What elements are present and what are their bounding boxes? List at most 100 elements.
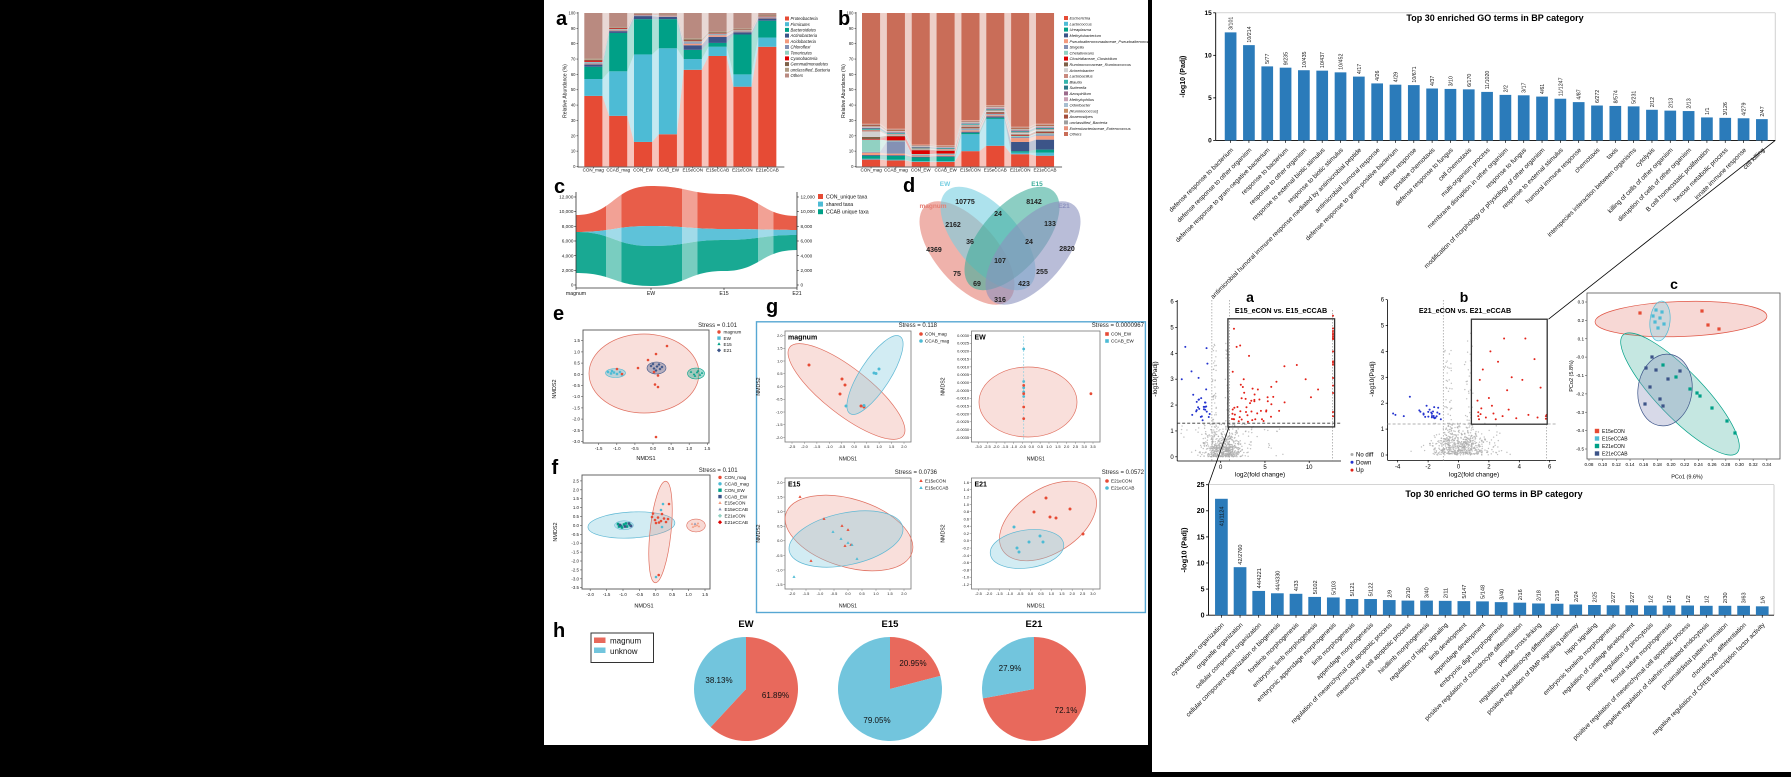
svg-text:10: 10 [1197, 560, 1205, 567]
svg-text:2.0: 2.0 [901, 444, 907, 449]
svg-text:2/11: 2/11 [1443, 588, 1449, 598]
svg-text:0: 0 [1201, 613, 1205, 620]
svg-text:5: 5 [1208, 95, 1212, 102]
svg-text:3/101: 3/101 [1229, 17, 1235, 30]
svg-text:Shigella: Shigella [1070, 45, 1085, 50]
svg-text:2/12: 2/12 [1650, 97, 1656, 107]
svg-text:-0.0030: -0.0030 [956, 427, 970, 432]
svg-text:a: a [556, 8, 568, 30]
svg-text:1.6: 1.6 [964, 480, 969, 485]
svg-text:NMDS1: NMDS1 [1027, 457, 1045, 463]
svg-text:-0.5: -0.5 [571, 532, 579, 537]
svg-text:-1.5: -1.5 [814, 444, 821, 449]
svg-text:70: 70 [571, 57, 576, 62]
svg-text:5: 5 [1170, 326, 1174, 332]
svg-text:CON_mag: CON_mag [725, 475, 747, 480]
svg-text:8/574: 8/574 [1613, 90, 1619, 103]
svg-text:-2: -2 [1425, 464, 1431, 470]
svg-text:24: 24 [994, 211, 1002, 218]
svg-text:2.0: 2.0 [777, 480, 783, 485]
svg-text:6: 6 [1381, 298, 1385, 304]
svg-text:3/10: 3/10 [1448, 76, 1454, 86]
svg-text:5: 5 [1381, 324, 1385, 330]
svg-text:0.5: 0.5 [864, 444, 869, 449]
svg-text:8,000: 8,000 [562, 224, 574, 229]
svg-text:Stress = 0.101: Stress = 0.101 [698, 323, 738, 329]
svg-text:100: 100 [847, 11, 855, 16]
svg-text:5/103: 5/103 [1331, 581, 1337, 595]
svg-text:1.5: 1.5 [704, 446, 711, 451]
svg-text:E15eCON: E15eCON [725, 501, 746, 506]
svg-text:-0.2: -0.2 [962, 546, 969, 551]
svg-text:-1.0: -1.0 [619, 592, 627, 597]
svg-text:-0.0005: -0.0005 [956, 388, 969, 393]
svg-text:3.0: 3.0 [1090, 591, 1096, 596]
svg-text:[Ruminococcus]: [Ruminococcus] [1069, 108, 1099, 113]
svg-text:30: 30 [571, 118, 576, 123]
svg-text:316: 316 [994, 297, 1006, 304]
svg-text:0.5: 0.5 [1038, 591, 1043, 596]
svg-text:-1.5: -1.5 [603, 592, 611, 597]
svg-text:0.0015: 0.0015 [957, 356, 969, 361]
svg-text:5/121: 5/121 [1350, 583, 1356, 597]
svg-text:E21: E21 [792, 291, 801, 297]
svg-text:2/25: 2/25 [1593, 592, 1599, 603]
svg-text:1.5: 1.5 [1059, 591, 1064, 596]
svg-text:2/13: 2/13 [1668, 98, 1674, 108]
svg-text:-0.5: -0.5 [636, 592, 644, 597]
svg-text:E21eCON: E21eCON [1111, 479, 1132, 484]
svg-text:4: 4 [1170, 351, 1174, 357]
svg-text:1.0: 1.0 [876, 444, 882, 449]
svg-text:Relative Abundance (%): Relative Abundance (%) [563, 64, 569, 118]
svg-text:0: 0 [1457, 464, 1461, 470]
svg-text:CON_unique taxa: CON_unique taxa [826, 194, 867, 200]
svg-text:1.2: 1.2 [964, 495, 969, 500]
svg-text:2.0: 2.0 [1069, 591, 1075, 596]
svg-text:3/126: 3/126 [1723, 102, 1729, 115]
svg-text:-0.2: -0.2 [1576, 392, 1584, 397]
svg-text:10775: 10775 [955, 199, 975, 206]
svg-text:-1.0: -1.0 [613, 446, 621, 451]
svg-text:9/235: 9/235 [1284, 52, 1290, 65]
svg-text:1.0: 1.0 [686, 592, 693, 597]
svg-text:0: 0 [1381, 453, 1385, 459]
svg-text:-0.5: -0.5 [838, 444, 845, 449]
svg-text:2.5: 2.5 [1073, 444, 1078, 449]
svg-text:8,000: 8,000 [801, 224, 813, 229]
svg-text:2,000: 2,000 [562, 268, 574, 273]
svg-text:-3.0: -3.0 [571, 576, 579, 581]
svg-text:-2.0: -2.0 [571, 559, 579, 564]
svg-text:1/2: 1/2 [1649, 595, 1655, 603]
svg-text:2.5: 2.5 [573, 478, 580, 483]
svg-text:unclassified_Bacteria: unclassified_Bacteria [791, 67, 831, 72]
svg-text:40: 40 [849, 103, 854, 108]
svg-text:-1.0: -1.0 [817, 591, 825, 596]
svg-text:unknow: unknow [610, 647, 638, 656]
svg-text:-0.0015: -0.0015 [956, 404, 969, 409]
svg-text:EW: EW [738, 619, 753, 630]
svg-text:60: 60 [849, 72, 854, 77]
svg-text:3: 3 [1170, 377, 1174, 383]
svg-text:magnum: magnum [566, 291, 586, 297]
svg-text:2,000: 2,000 [801, 268, 813, 273]
svg-text:4/37: 4/37 [1430, 76, 1436, 86]
svg-text:Stress = 0.118: Stress = 0.118 [899, 323, 938, 329]
svg-text:E21eCCAB: E21eCCAB [756, 168, 779, 173]
svg-text:1.5: 1.5 [777, 495, 782, 500]
svg-text:0.0: 0.0 [777, 384, 783, 389]
svg-text:0.0: 0.0 [851, 444, 857, 449]
svg-text:10: 10 [1306, 465, 1313, 471]
svg-text:2.0: 2.0 [901, 591, 907, 596]
svg-text:0.0: 0.0 [650, 446, 657, 451]
svg-text:50: 50 [571, 87, 576, 92]
svg-text:80: 80 [571, 41, 576, 46]
svg-text:1.5: 1.5 [574, 338, 581, 343]
svg-text:CON_EW: CON_EW [911, 168, 932, 173]
svg-text:-0.0: -0.0 [1576, 355, 1584, 360]
svg-text:10/435: 10/435 [1302, 51, 1308, 67]
svg-text:-3.5: -3.5 [571, 585, 579, 590]
svg-text:0: 0 [1170, 455, 1174, 461]
svg-text:4369: 4369 [926, 247, 942, 254]
svg-text:6,000: 6,000 [562, 239, 574, 244]
svg-text:1/6: 1/6 [1760, 596, 1766, 604]
